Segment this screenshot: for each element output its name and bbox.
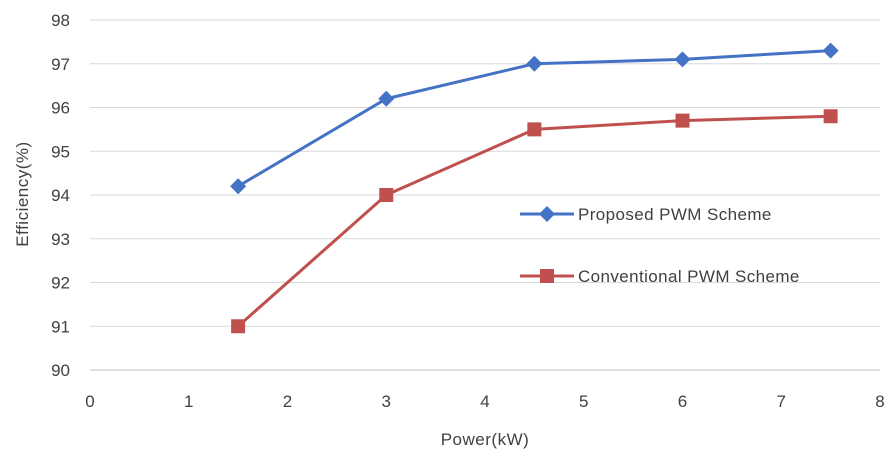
- legend-label-1: Proposed PWM Scheme: [578, 205, 772, 224]
- data-point-series2-4: [675, 113, 690, 128]
- y-tick-label-97: 97: [51, 55, 70, 74]
- y-tick-label-91: 91: [51, 317, 70, 336]
- x-tick-label-2: 2: [283, 392, 292, 411]
- data-point-series1-3: [526, 55, 543, 72]
- x-tick-label-3: 3: [382, 392, 391, 411]
- x-tick-label-6: 6: [678, 392, 687, 411]
- x-tick-label-1: 1: [184, 392, 193, 411]
- y-tick-label-96: 96: [51, 99, 70, 118]
- data-point-series2-1: [231, 319, 246, 334]
- x-tick-label-5: 5: [579, 392, 588, 411]
- data-point-series1-5: [822, 42, 839, 59]
- x-tick-label-0: 0: [85, 392, 94, 411]
- data-point-series2-3: [527, 122, 542, 137]
- legend-label-2: Conventional PWM Scheme: [578, 267, 800, 286]
- x-axis-title: Power(kW): [441, 430, 530, 449]
- x-tick-label-4: 4: [480, 392, 489, 411]
- data-point-series2-2: [379, 188, 394, 202]
- axis-labels: Power(kW) Efficiency(%): [13, 141, 529, 449]
- y-tick-label-98: 98: [51, 11, 70, 30]
- y-tick-label-94: 94: [51, 186, 70, 205]
- series-markers: [230, 42, 839, 334]
- data-point-series2-5: [823, 109, 838, 124]
- legend-marker-1: [539, 206, 555, 222]
- y-tick-label-92: 92: [51, 274, 70, 293]
- legend-marker-2: [540, 269, 554, 283]
- x-tick-label-7: 7: [777, 392, 786, 411]
- y-tick-label-95: 95: [51, 142, 70, 161]
- data-point-series1-2: [378, 90, 395, 107]
- legend: Proposed PWM Scheme Conventional PWM Sche…: [520, 205, 800, 286]
- x-tick-label-8: 8: [875, 392, 884, 411]
- data-point-series1-1: [230, 178, 247, 195]
- data-point-series1-4: [674, 51, 691, 68]
- y-tick-label-90: 90: [51, 361, 70, 380]
- y-tick-label-93: 93: [51, 230, 70, 249]
- y-axis-title: Efficiency(%): [13, 141, 32, 246]
- axes: 90 91 92 93 94 95 96 97 98 0 1 2 3 4 5 6 7 8: [51, 11, 885, 411]
